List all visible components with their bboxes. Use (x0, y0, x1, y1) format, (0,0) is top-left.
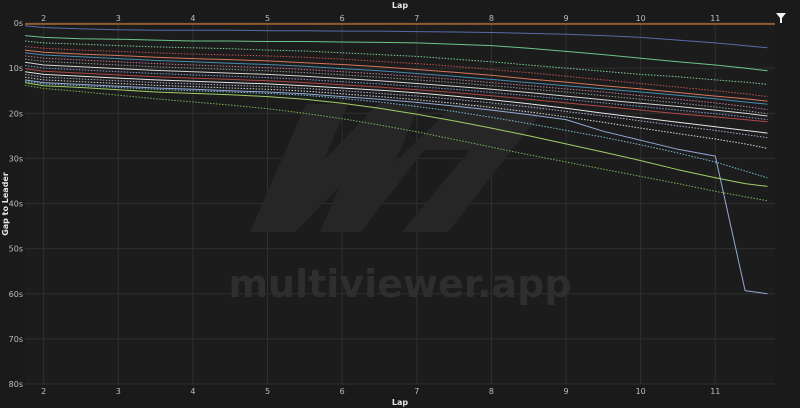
series-line-8 (24, 58, 768, 115)
series-line-11 (24, 68, 768, 123)
series-line-1 (24, 25, 768, 49)
x-tick-label-top: 10 (636, 14, 646, 23)
y-tick-label: 40s (9, 200, 23, 209)
series-line-17 (24, 82, 768, 187)
series-lines (24, 23, 775, 295)
series-line-16 (24, 80, 768, 179)
x-tick-label-bottom: 2 (41, 387, 46, 396)
x-tick-label-bottom: 4 (190, 387, 195, 396)
watermark-text: multiviewer.app (228, 262, 571, 306)
x-axis-title-bottom: Lap (392, 398, 408, 407)
series-line-15 (24, 79, 768, 295)
x-tick-label-top: 7 (414, 14, 419, 23)
multiviewer-logo-mark (250, 104, 548, 232)
x-tick-label-bottom: 11 (710, 387, 720, 396)
series-line-6 (24, 52, 768, 105)
y-tick-label: 30s (9, 154, 23, 163)
x-tick-label-bottom: 5 (265, 387, 270, 396)
y-tick-label: 20s (9, 109, 23, 118)
x-tick-label-top: 2 (41, 14, 46, 23)
x-tick-label-top: 4 (190, 14, 195, 23)
filter-button[interactable] (776, 13, 786, 23)
y-tick-label: 50s (9, 245, 23, 254)
series-line-12 (24, 71, 768, 134)
x-tick-label-bottom: 6 (340, 387, 345, 396)
series-line-4 (24, 46, 768, 98)
x-tick-label-top: 9 (563, 14, 568, 23)
series-line-7 (24, 55, 768, 111)
y-tick-label: 60s (9, 290, 23, 299)
x-tick-label-top: 3 (116, 14, 121, 23)
x-tick-label-bottom: 3 (116, 387, 121, 396)
series-line-10 (24, 64, 768, 121)
y-tick-label: 10s (9, 64, 23, 73)
x-tick-label-bottom: 9 (563, 387, 568, 396)
filter-icon (776, 13, 786, 23)
y-tick-label: 70s (9, 335, 23, 344)
series-line-9 (24, 61, 768, 117)
series-line-3 (24, 40, 768, 85)
series-line-5 (24, 49, 768, 102)
x-tick-label-top: 11 (710, 14, 720, 23)
series-line-2 (24, 35, 768, 72)
series-line-18 (24, 84, 768, 202)
x-tick-label-top: 5 (265, 14, 270, 23)
x-tick-label-bottom: 7 (414, 387, 419, 396)
y-axis-title: Gap to Leader (1, 172, 10, 236)
axes: 2 2 3 3 4 4 5 5 6 6 7 7 8 8 9 9 10 10 11 11 0s 10s 20s 30s 40s 50… (9, 14, 721, 396)
x-tick-label-top: 8 (489, 14, 494, 23)
x-axis-title-top: Lap (392, 1, 408, 10)
y-tick-label: 80s (9, 380, 23, 389)
x-tick-label-top: 6 (340, 14, 345, 23)
x-tick-label-bottom: 10 (636, 387, 646, 396)
y-tick-label: 0s (14, 19, 23, 28)
series-line-13 (24, 73, 768, 139)
x-tick-label-bottom: 8 (489, 387, 494, 396)
multiviewer-logo (250, 104, 548, 232)
series-line-14 (24, 76, 768, 149)
